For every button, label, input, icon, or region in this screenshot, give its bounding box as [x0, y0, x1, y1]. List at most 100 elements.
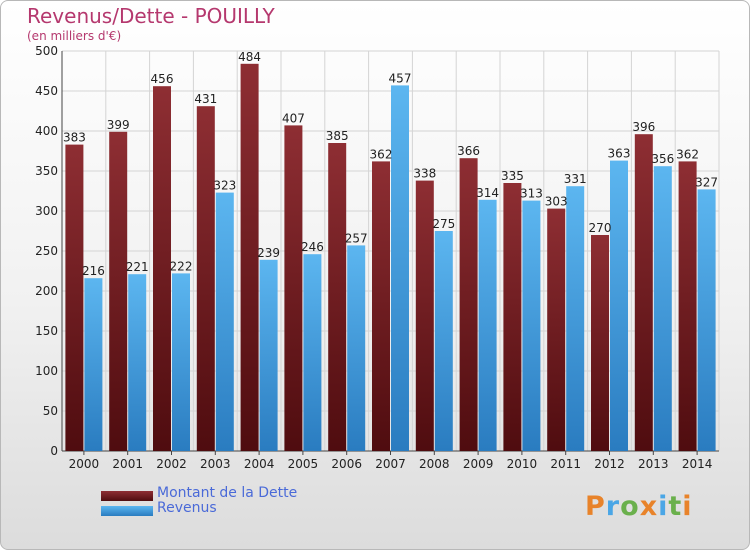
data-label-revenus-2013: 356: [651, 152, 674, 166]
bar-debt-2004: [240, 63, 259, 452]
data-label-revenus-2008: 275: [432, 217, 455, 231]
y-tick-label: 300: [35, 204, 58, 218]
bar-debt-2012: [591, 235, 609, 451]
data-label-debt-2010: 335: [501, 169, 524, 183]
data-label-revenus-2003: 323: [213, 179, 236, 193]
data-label-debt-2007: 362: [370, 147, 393, 161]
x-tick-label-2012: 2012: [594, 457, 625, 471]
logo-letter: P: [585, 491, 606, 522]
x-tick-label-2014: 2014: [682, 457, 713, 471]
data-label-revenus-2001: 221: [126, 260, 149, 274]
x-tick-label-2006: 2006: [331, 457, 362, 471]
proxiti-logo: Proxiti: [585, 491, 693, 522]
data-label-debt-2013: 396: [632, 120, 655, 134]
chart-subtitle: (en milliers d'€): [27, 29, 122, 43]
bar-revenus-2006: [347, 245, 366, 451]
data-label-debt-2005: 407: [282, 111, 305, 125]
legend-swatch-revenus: [101, 506, 153, 516]
data-label-revenus-2004: 239: [257, 246, 280, 260]
bar-revenus-2014: [697, 189, 716, 451]
data-label-debt-2011: 303: [545, 195, 568, 209]
bar-debt-2008: [415, 180, 434, 451]
x-tick-label-2005: 2005: [288, 457, 319, 471]
y-tick-label: 50: [43, 404, 58, 418]
bar-debt-2009: [459, 158, 478, 451]
x-tick-label-2008: 2008: [419, 457, 450, 471]
data-label-revenus-2012: 363: [608, 147, 631, 161]
y-tick-label: 250: [35, 244, 58, 258]
bar-revenus-2001: [128, 274, 147, 451]
bar-revenus-2012: [610, 160, 628, 451]
logo-letter: i: [682, 491, 693, 522]
x-tick-label-2003: 2003: [200, 457, 231, 471]
bar-debt-2001: [109, 131, 128, 452]
y-tick-label: 450: [35, 84, 58, 98]
bar-revenus-2004: [259, 259, 278, 451]
data-label-debt-2001: 399: [107, 118, 130, 132]
x-tick-label-2001: 2001: [112, 457, 143, 471]
data-label-debt-2000: 383: [63, 131, 86, 145]
bar-debt-2013: [634, 134, 653, 451]
bar-debt-2002: [153, 86, 171, 451]
legend-swatch-debt: [101, 491, 153, 501]
bar-debt-2007: [372, 161, 390, 451]
bar-debt-2014: [678, 161, 697, 451]
x-tick-label-2000: 2000: [69, 457, 100, 471]
logo-letter: t: [668, 491, 683, 522]
data-label-revenus-2000: 216: [82, 264, 105, 278]
bar-revenus-2005: [303, 254, 322, 451]
bar-debt-2003: [196, 106, 215, 451]
y-tick-label: 350: [35, 164, 58, 178]
chart-title: Revenus/Dette - POUILLY: [27, 4, 275, 28]
logo-letter: r: [605, 491, 621, 522]
x-tick-label-2002: 2002: [156, 457, 187, 471]
bar-revenus-2000: [84, 278, 103, 451]
data-label-debt-2014: 362: [676, 147, 699, 161]
bar-debt-2010: [503, 183, 522, 451]
data-label-debt-2009: 366: [457, 144, 480, 158]
data-label-debt-2003: 431: [194, 92, 217, 106]
bar-revenus-2003: [215, 192, 234, 451]
bar-revenus-2009: [478, 199, 497, 451]
bar-debt-2005: [284, 125, 303, 452]
data-label-debt-2008: 338: [413, 167, 436, 181]
data-label-revenus-2006: 257: [345, 231, 368, 245]
bar-revenus-2013: [653, 166, 672, 451]
x-tick-label-2010: 2010: [507, 457, 538, 471]
bar-debt-2000: [65, 144, 84, 451]
logo-letter: x: [639, 491, 659, 522]
bar-revenus-2008: [434, 231, 453, 451]
y-tick-label: 0: [50, 444, 58, 458]
data-label-revenus-2007: 457: [389, 71, 412, 85]
bar-revenus-2010: [522, 200, 541, 451]
bar-revenus-2011: [566, 186, 585, 451]
legend-label-revenus: Revenus: [157, 500, 217, 516]
y-tick-label: 100: [35, 364, 58, 378]
x-tick-label-2011: 2011: [550, 457, 581, 471]
logo-letter: i: [658, 491, 669, 522]
y-tick-label: 150: [35, 324, 58, 338]
x-tick-label-2007: 2007: [375, 457, 406, 471]
data-label-revenus-2010: 313: [520, 187, 543, 201]
bar-revenus-2007: [391, 85, 409, 452]
x-tick-label-2009: 2009: [463, 457, 494, 471]
y-tick-label: 400: [35, 124, 58, 138]
x-tick-label-2013: 2013: [638, 457, 669, 471]
x-tick-label-2004: 2004: [244, 457, 275, 471]
data-label-debt-2006: 385: [326, 129, 349, 143]
bar-revenus-2002: [172, 273, 190, 451]
data-label-debt-2012: 270: [589, 221, 612, 235]
y-tick-label: 500: [35, 44, 58, 58]
data-label-revenus-2011: 331: [564, 172, 587, 186]
data-label-debt-2002: 456: [151, 72, 174, 86]
data-label-revenus-2014: 327: [695, 175, 718, 189]
bar-debt-2006: [328, 143, 347, 451]
data-label-revenus-2005: 246: [301, 240, 324, 254]
data-label-debt-2004: 484: [238, 50, 261, 64]
data-label-revenus-2009: 314: [476, 186, 499, 200]
logo-letter: o: [620, 491, 640, 522]
bar-debt-2011: [547, 208, 566, 451]
data-label-revenus-2002: 222: [170, 259, 193, 273]
